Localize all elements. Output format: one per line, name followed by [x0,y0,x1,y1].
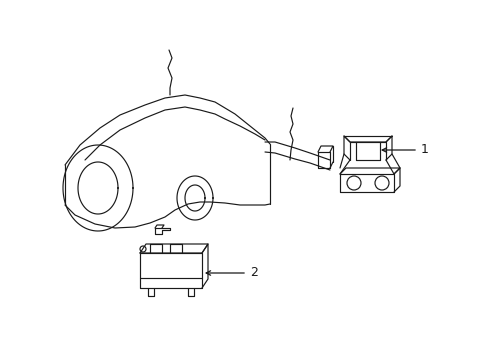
Text: 2: 2 [249,266,257,279]
Text: 1: 1 [420,144,428,157]
